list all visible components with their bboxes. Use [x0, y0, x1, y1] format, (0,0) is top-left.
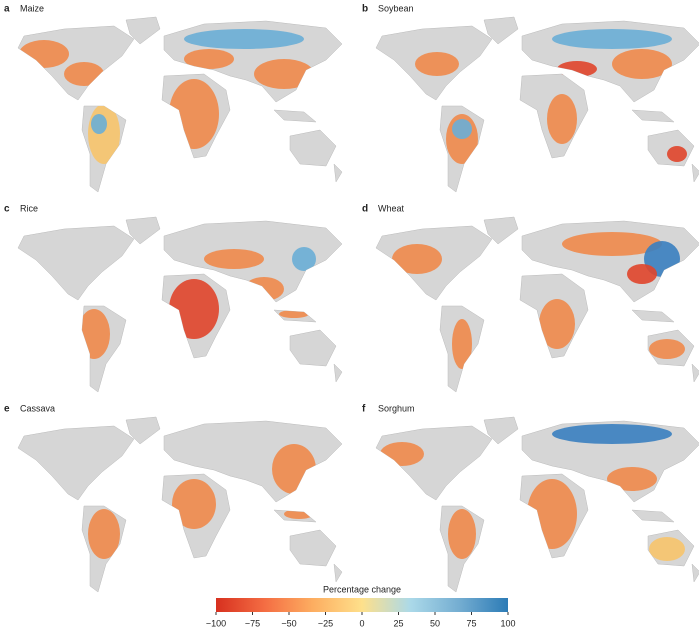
- yield-region: [627, 264, 657, 284]
- map-panel: d Wheat: [362, 203, 699, 393]
- yield-overlay: [19, 29, 314, 164]
- yield-region: [172, 479, 216, 529]
- panel-title: Maize: [20, 3, 44, 13]
- yield-region: [88, 509, 120, 559]
- tick-label: 75: [466, 618, 476, 628]
- yield-region: [169, 279, 219, 339]
- yield-region: [448, 509, 476, 559]
- yield-overlay: [415, 29, 687, 164]
- yield-region: [452, 119, 472, 139]
- tick-label: −100: [206, 618, 226, 628]
- colorbar-title: Percentage change: [323, 584, 401, 594]
- yield-region: [452, 319, 472, 369]
- tick-label: 25: [393, 618, 403, 628]
- panel-label: c: [4, 204, 10, 215]
- panel-title: Rice: [20, 203, 38, 213]
- tick-label: −50: [281, 618, 296, 628]
- panel-label: a: [4, 4, 10, 15]
- yield-region: [279, 310, 309, 318]
- yield-region: [380, 442, 424, 466]
- yield-region: [539, 299, 575, 349]
- map-panel: c Rice: [4, 203, 343, 393]
- panel-label: e: [4, 404, 10, 415]
- yield-region: [667, 146, 687, 162]
- panel-title: Wheat: [378, 203, 405, 213]
- yield-region: [64, 62, 104, 86]
- yield-region: [415, 52, 459, 76]
- yield-region: [607, 467, 657, 491]
- yield-region: [527, 479, 577, 549]
- tick-label: 0: [359, 618, 364, 628]
- world-map: [17, 416, 343, 593]
- yield-region: [552, 29, 672, 49]
- yield-overlay: [88, 444, 316, 559]
- panel-title: Soybean: [378, 3, 414, 13]
- world-map: [17, 16, 343, 193]
- yield-region: [169, 79, 219, 149]
- world-map: [17, 216, 343, 393]
- yield-region: [392, 244, 442, 274]
- yield-region: [552, 424, 672, 444]
- yield-region: [19, 40, 69, 68]
- tick-label: 100: [500, 618, 515, 628]
- yield-region: [562, 232, 662, 256]
- yield-region: [184, 29, 304, 49]
- map-panel: f Sorghum: [362, 403, 699, 593]
- panel-title: Sorghum: [378, 403, 415, 413]
- tick-label: −75: [245, 618, 260, 628]
- yield-region: [184, 49, 234, 69]
- colorbar: [216, 598, 508, 612]
- tick-label: 50: [430, 618, 440, 628]
- panel-title: Cassava: [20, 403, 55, 413]
- map-panel: b Soybean: [362, 3, 699, 193]
- panel-label: b: [362, 4, 368, 15]
- yield-region: [78, 309, 110, 359]
- panel-label: f: [362, 404, 366, 415]
- map-panel: a Maize: [4, 3, 343, 193]
- yield-overlay: [392, 232, 685, 369]
- panel-label: d: [362, 204, 368, 215]
- yield-region: [292, 247, 316, 271]
- map-panel: e Cassava: [4, 403, 343, 593]
- yield-region: [547, 94, 577, 144]
- yield-region: [272, 444, 316, 494]
- yield-region: [612, 49, 672, 79]
- yield-region: [254, 59, 314, 89]
- yield-region: [91, 114, 107, 134]
- tick-label: −25: [318, 618, 333, 628]
- world-map: [375, 16, 699, 193]
- world-map: [375, 216, 699, 393]
- yield-region: [284, 509, 314, 519]
- yield-region: [204, 249, 264, 269]
- yield-region: [649, 537, 685, 561]
- world-map: [375, 416, 699, 593]
- yield-region: [244, 277, 284, 301]
- yield-region: [649, 339, 685, 359]
